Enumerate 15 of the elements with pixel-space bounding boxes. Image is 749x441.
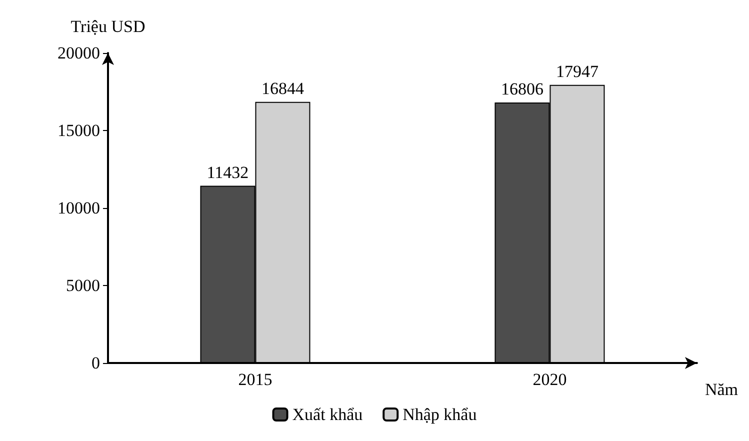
x-tick-label: 2020 [532, 370, 567, 389]
legend-label: Xuất khẩu [292, 405, 364, 424]
y-tick-label: 0 [92, 354, 100, 372]
legend-label: Nhập khẩu [402, 405, 478, 424]
data-label: 11432 [206, 162, 249, 182]
y-axis-title: Triệu USD [70, 17, 146, 36]
x-tick-label: 2015 [238, 370, 272, 389]
y-tick-label: 15000 [58, 121, 100, 140]
data-label: 17947 [556, 62, 599, 81]
data-label: 16806 [500, 80, 544, 99]
data-label: 16844 [261, 78, 304, 98]
y-tick-label: 10000 [58, 198, 100, 218]
y-tick-label: 20000 [58, 44, 100, 62]
x-axis-title: Năm [704, 380, 738, 399]
y-tick-label: 5000 [66, 276, 100, 295]
